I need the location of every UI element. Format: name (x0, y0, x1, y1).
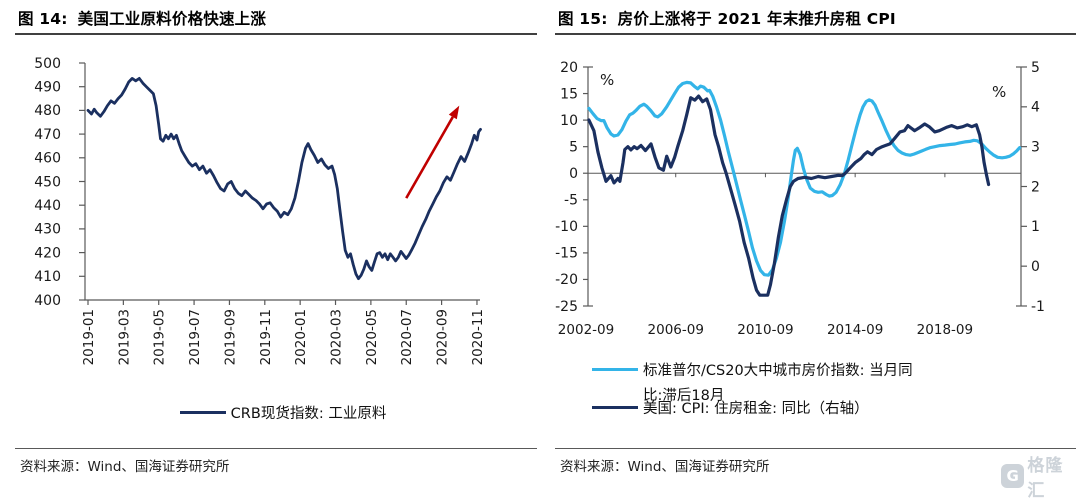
svg-text:15: 15 (560, 86, 578, 102)
svg-text:-15: -15 (555, 246, 578, 262)
figure14-source: 资料来源：Wind、国海证券研究所 (20, 459, 230, 475)
chart14-legend: CRB现货指数: 工业原料 (85, 402, 481, 423)
crb-legend-label: CRB现货指数: 工业原料 (230, 406, 387, 422)
svg-text:2019-11: 2019-11 (258, 309, 274, 365)
house-price-legend-line2: 比:滞后18月 (643, 388, 725, 404)
svg-text:2018-09: 2018-09 (917, 322, 973, 338)
figure15-title-text: 房价上涨将于 2021 年末推升房租 CPI (617, 10, 896, 28)
svg-text:%: % (992, 83, 1006, 101)
svg-text:2019-09: 2019-09 (222, 309, 238, 365)
svg-text:%: % (600, 71, 614, 89)
svg-text:20: 20 (560, 60, 578, 76)
svg-text:500: 500 (34, 56, 61, 72)
figure15-title: 图 15: 房价上涨将于 2021 年末推升房租 CPI (558, 7, 896, 29)
figure14-label: 图 14: (18, 10, 68, 28)
svg-text:2010-09: 2010-09 (737, 322, 793, 338)
svg-text:470: 470 (34, 127, 61, 143)
svg-text:4: 4 (1031, 100, 1040, 116)
svg-text:2020-07: 2020-07 (399, 309, 415, 365)
svg-text:5: 5 (1031, 60, 1040, 76)
svg-text:-20: -20 (555, 272, 578, 288)
svg-text:440: 440 (34, 198, 61, 214)
svg-text:2019-01: 2019-01 (81, 309, 97, 365)
svg-text:400: 400 (34, 293, 61, 309)
legend-entry-rent-cpi: 美国: CPI: 住房租金: 同比（右轴） (592, 397, 869, 418)
svg-text:2014-09: 2014-09 (827, 322, 883, 338)
svg-text:2020-05: 2020-05 (364, 309, 380, 365)
svg-text:2006-09: 2006-09 (648, 322, 704, 338)
svg-text:450: 450 (34, 174, 61, 190)
house-price-legend-line1: 标准普尔/CS20大中城市房价指数: 当月同 (643, 363, 913, 379)
svg-text:2020-11: 2020-11 (470, 309, 486, 365)
svg-text:5: 5 (569, 139, 578, 155)
figure15-title-rule (555, 33, 1076, 35)
figure15-source-rule (555, 448, 1076, 449)
rent-cpi-legend-label: 美国: CPI: 住房租金: 同比（右轴） (643, 401, 869, 417)
svg-text:480: 480 (34, 103, 61, 119)
svg-text:2: 2 (1031, 179, 1040, 195)
svg-text:460: 460 (34, 151, 61, 167)
legend-entry-house-price: 标准普尔/CS20大中城市房价指数: 当月同 (592, 359, 913, 380)
svg-text:2002-09: 2002-09 (558, 322, 614, 338)
svg-text:3: 3 (1031, 139, 1040, 155)
house-price-legend-swatch (592, 367, 638, 372)
svg-text:-1: -1 (1031, 299, 1045, 315)
rent-cpi-legend-swatch (592, 405, 638, 410)
svg-text:2019-03: 2019-03 (116, 309, 132, 365)
svg-text:420: 420 (34, 245, 61, 261)
svg-text:2020-03: 2020-03 (329, 309, 345, 365)
crb-legend-swatch (179, 410, 226, 415)
svg-text:10: 10 (560, 113, 578, 129)
svg-text:0: 0 (569, 166, 578, 182)
svg-text:410: 410 (34, 269, 61, 285)
svg-text:2020-09: 2020-09 (435, 309, 451, 365)
svg-text:430: 430 (34, 222, 61, 238)
svg-text:-5: -5 (564, 193, 578, 209)
gelonghui-watermark: G 格隆汇 (1001, 451, 1080, 501)
figure15-label: 图 15: (558, 10, 608, 28)
svg-text:1: 1 (1031, 219, 1040, 235)
figure14-title-rule (15, 33, 537, 35)
figure14-title-text: 美国工业原料价格快速上涨 (77, 10, 267, 28)
svg-text:2019-05: 2019-05 (152, 309, 168, 365)
svg-text:2019-07: 2019-07 (187, 309, 203, 365)
gelonghui-logo-icon: G (1001, 464, 1025, 488)
svg-text:-25: -25 (555, 299, 578, 315)
svg-text:-10: -10 (555, 219, 578, 235)
figure14-title: 图 14: 美国工业原料价格快速上涨 (18, 7, 266, 29)
figure14-source-rule (15, 448, 537, 449)
figure15-source: 资料来源：Wind、国海证券研究所 (560, 459, 770, 475)
gelonghui-logo-text: 格隆汇 (1027, 456, 1064, 501)
svg-text:0: 0 (1031, 259, 1040, 275)
svg-text:490: 490 (34, 80, 61, 96)
svg-text:2020-01: 2020-01 (293, 309, 309, 365)
crb-line-chart: 500 490 480 470 460 450 440 430 420 410 400 2019-01… (34, 56, 486, 366)
